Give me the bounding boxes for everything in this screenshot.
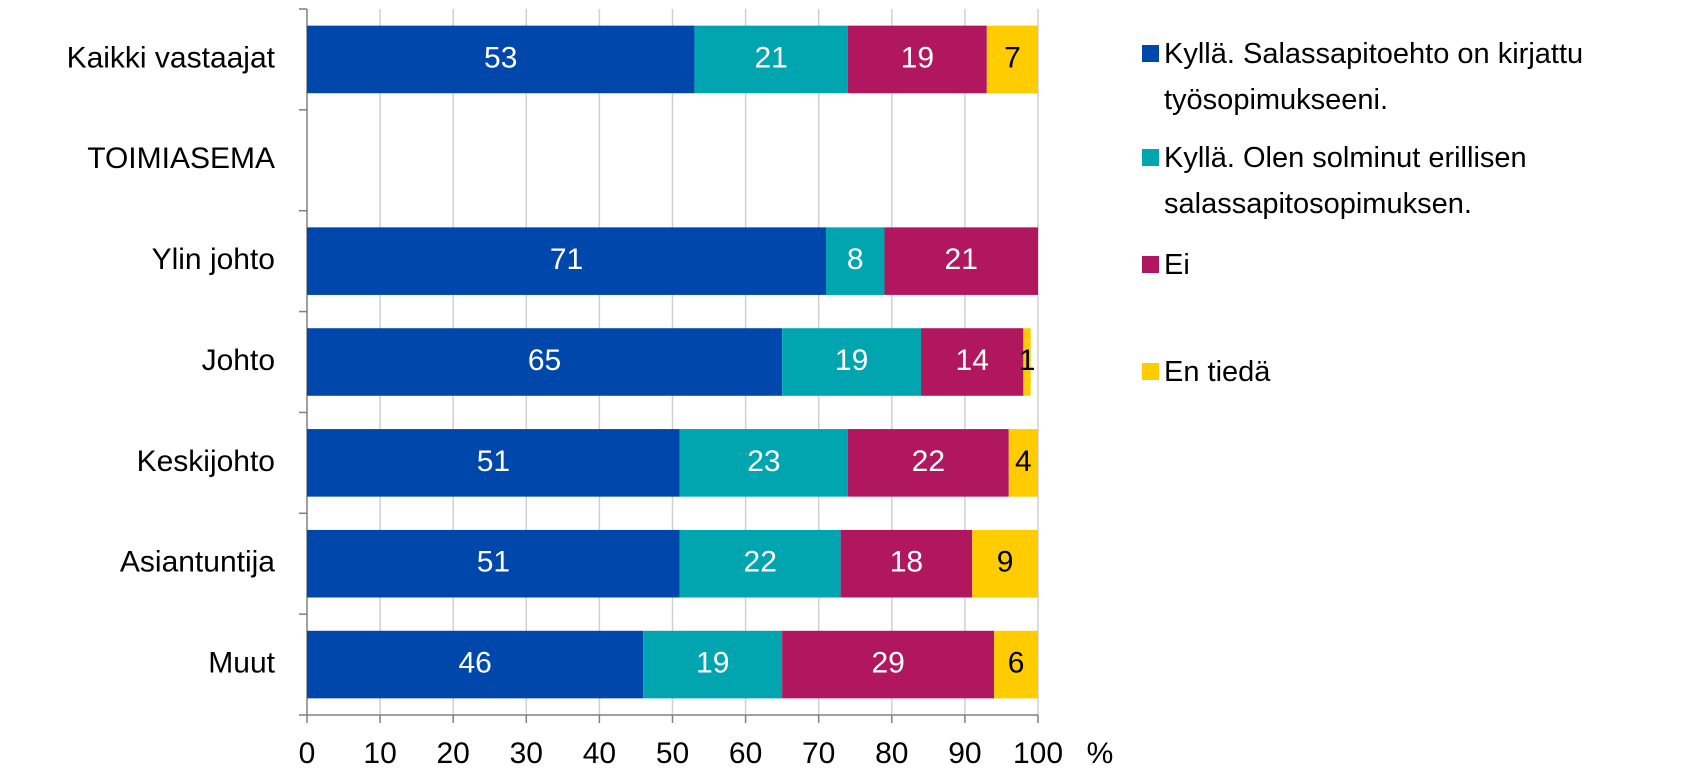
- x-tick-label: 0: [299, 737, 316, 770]
- bar-segment: [643, 630, 783, 699]
- y-tick-label: Muut: [208, 646, 275, 679]
- x-tick-label: 20: [437, 737, 470, 770]
- legend-swatch: [1142, 256, 1159, 273]
- y-tick-label: TOIMIASEMA: [87, 142, 275, 175]
- x-tick-label: 50: [656, 737, 689, 770]
- bar-segment: [307, 227, 827, 295]
- value-label: 1: [1019, 344, 1036, 377]
- legend-item: Ei: [1142, 242, 1689, 288]
- x-tick-label: 70: [802, 737, 835, 770]
- bar-segment: [826, 227, 885, 295]
- x-tick-label: 40: [583, 737, 616, 770]
- bar-segment: [1023, 328, 1031, 396]
- value-label: 29: [871, 646, 904, 679]
- bar-segment: [921, 328, 1024, 396]
- legend-label: Kyllä. Olen solminut erillisen salassapi…: [1164, 142, 1527, 220]
- legend-swatch: [1142, 45, 1159, 62]
- value-label: 7: [1004, 41, 1021, 74]
- bar-segment: [847, 429, 1009, 497]
- value-label: 22: [912, 445, 945, 478]
- value-label: 46: [458, 646, 491, 679]
- bar-segment: [782, 630, 995, 699]
- x-tick-label: 10: [363, 737, 396, 770]
- value-label: 21: [754, 41, 787, 74]
- value-label: 19: [835, 344, 868, 377]
- y-tick-label: Asiantuntija: [120, 546, 275, 579]
- bar-segment: [840, 529, 973, 598]
- y-tick-label: Keskijohto: [137, 445, 275, 478]
- value-label: 53: [484, 41, 517, 74]
- value-label: 71: [550, 243, 583, 276]
- bar-segment: [884, 227, 1038, 295]
- x-axis-label: %: [1087, 737, 1114, 770]
- y-tick-label: Johto: [202, 344, 275, 377]
- y-tick-label: Kaikki vastaajat: [67, 41, 276, 74]
- legend-item: Kyllä. Olen solminut erillisen salassapi…: [1142, 135, 1689, 227]
- bar-segment: [694, 25, 848, 94]
- value-label: 51: [477, 546, 510, 579]
- legend-label: Ei: [1164, 249, 1190, 281]
- bar-segment: [307, 328, 783, 396]
- x-tick-label: 100: [1013, 737, 1063, 770]
- value-label: 23: [747, 445, 780, 478]
- value-label: 18: [890, 546, 923, 579]
- bar-segment: [847, 25, 987, 94]
- bar-segment: [679, 429, 848, 497]
- bar-segment: [307, 529, 680, 598]
- value-label: 4: [1015, 445, 1032, 478]
- legend-swatch: [1142, 363, 1159, 380]
- y-tick-label: Ylin johto: [152, 243, 275, 276]
- bar-segment: [307, 25, 695, 94]
- bar-segment: [307, 630, 644, 699]
- x-tick-label: 60: [729, 737, 762, 770]
- legend-item: En tiedä: [1142, 349, 1689, 395]
- legend-swatch: [1142, 149, 1159, 166]
- legend-label: En tiedä: [1164, 356, 1271, 388]
- bar-segment: [972, 529, 1038, 598]
- value-label: 65: [528, 344, 561, 377]
- value-label: 21: [945, 243, 978, 276]
- legend-item: Kyllä. Salassapitoehto on kirjattu työso…: [1142, 31, 1689, 123]
- bar-segment: [782, 328, 922, 396]
- x-tick-label: 90: [948, 737, 981, 770]
- bar-segment: [994, 630, 1038, 699]
- bar-segment: [679, 529, 841, 598]
- value-label: 9: [997, 546, 1014, 579]
- value-label: 22: [744, 546, 777, 579]
- x-tick-label: 30: [510, 737, 543, 770]
- value-label: 6: [1008, 646, 1025, 679]
- bar-segment: [986, 25, 1038, 94]
- bar-segment: [307, 429, 680, 497]
- value-label: 19: [696, 646, 729, 679]
- legend-label: Kyllä. Salassapitoehto on kirjattu työso…: [1164, 38, 1584, 116]
- value-label: 8: [847, 243, 864, 276]
- x-tick-label: 80: [875, 737, 908, 770]
- value-label: 51: [477, 445, 510, 478]
- bar-segment: [1008, 429, 1038, 497]
- value-label: 14: [956, 344, 989, 377]
- value-label: 19: [901, 41, 934, 74]
